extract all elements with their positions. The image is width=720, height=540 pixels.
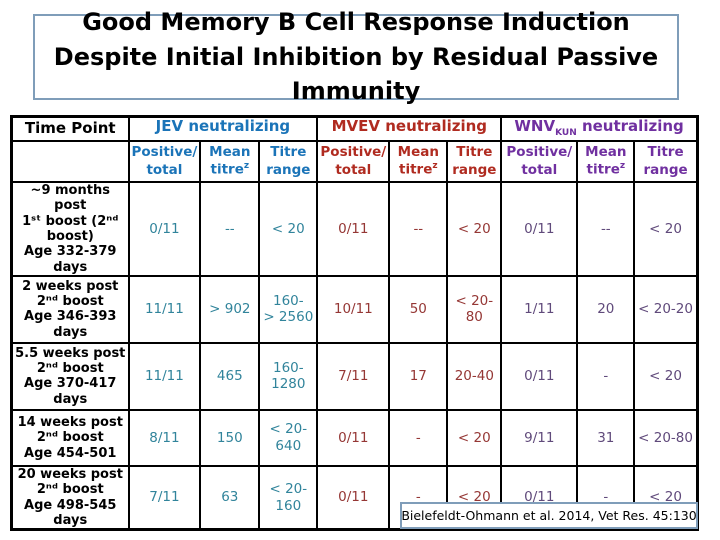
- cell-r1-wnv-mean: 20: [576, 274, 636, 344]
- cell-r2-mvev-range: 20-40: [446, 341, 503, 411]
- subheader-jev-titre-range: Titre range: [258, 140, 319, 183]
- col-group-header-wnv: WNVKUN neutralizing: [500, 115, 699, 142]
- cell-r3-jev-positive: 8/11: [127, 408, 202, 467]
- cell-r0-jev-positive: 0/11: [127, 181, 202, 277]
- timepoint-row-2: 5.5 weeks post 2ⁿᵈ boost Age 370-417 day…: [10, 341, 130, 411]
- cell-r0-wnv-range: < 20: [633, 181, 699, 277]
- cell-r4-jev-range: < 20- 160: [258, 464, 319, 531]
- col-group-header-mvev: MVEV neutralizing: [316, 115, 503, 142]
- timepoint-row-3: 14 weeks post 2ⁿᵈ boost Age 454-501: [10, 408, 130, 467]
- footnote-marker: z: [432, 161, 438, 172]
- cell-r1-wnv-positive: 1/11: [500, 274, 579, 344]
- col-header-time-point: Time Point: [10, 115, 130, 142]
- cell-r3-mvev-range: < 20: [446, 408, 503, 467]
- cell-r2-jev-range: 160- 1280: [258, 341, 319, 411]
- timepoint-row-0: ~9 months post 1ˢᵗ boost (2ⁿᵈ boost) Age…: [10, 181, 130, 277]
- cell-r3-mvev-positive: 0/11: [316, 408, 391, 467]
- subheader-mvev-positive-total: Positive/ total: [316, 140, 391, 183]
- subheader-mvev-mean-titre: Mean titrez: [388, 140, 449, 183]
- timepoint-row-1: 2 weeks post 2ⁿᵈ boost Age 346-393 days: [10, 274, 130, 344]
- col-group-header-jev: JEV neutralizing: [127, 115, 319, 142]
- cell-r4-jev-mean: 63: [199, 464, 261, 531]
- subheader-wnv-titre-range: Titre range: [633, 140, 699, 183]
- cell-r3-wnv-mean: 31: [576, 408, 636, 467]
- subheader-time-empty: [10, 140, 130, 183]
- cell-r0-wnv-positive: 0/11: [500, 181, 579, 277]
- citation-text: Bielefeldt-Ohmann et al. 2014, Vet Res. …: [401, 508, 697, 523]
- results-table: Time Point JEV neutralizing MVEV neutral…: [10, 115, 699, 532]
- citation-box: Bielefeldt-Ohmann et al. 2014, Vet Res. …: [400, 502, 698, 529]
- cell-r0-mvev-positive: 0/11: [316, 181, 391, 277]
- slide-title-box: Good Memory B Cell Response Induction De…: [33, 8, 679, 105]
- footnote-marker: z: [619, 161, 626, 172]
- cell-r3-mvev-mean: -: [388, 408, 449, 467]
- table-row: 2 weeks post 2ⁿᵈ boost Age 346-393 days …: [10, 274, 699, 344]
- wnv-kun-subscript: KUN: [555, 128, 577, 139]
- cell-r0-mvev-mean: --: [388, 181, 449, 277]
- slide-title: Good Memory B Cell Response Induction De…: [53, 7, 659, 106]
- timepoint-row-4: 20 weeks post 2ⁿᵈ boost Age 498-545 days: [10, 464, 130, 531]
- subheader-mvev-titre-range: Titre range: [446, 140, 503, 183]
- table-row: 14 weeks post 2ⁿᵈ boost Age 454-501 8/11…: [10, 408, 699, 467]
- subheader-wnv-mean-titre: Mean titrez: [576, 140, 636, 183]
- table-row: ~9 months post 1ˢᵗ boost (2ⁿᵈ boost) Age…: [10, 181, 699, 277]
- cell-r1-mvev-mean: 50: [388, 274, 449, 344]
- cell-r1-mvev-positive: 10/11: [316, 274, 391, 344]
- subheader-jev-positive-total: Positive/ total: [127, 140, 202, 183]
- cell-r3-wnv-positive: 9/11: [500, 408, 579, 467]
- cell-r4-jev-positive: 7/11: [127, 464, 202, 531]
- subheader-wnv-positive-total: Positive/ total: [500, 140, 579, 183]
- footnote-marker: z: [243, 161, 250, 172]
- cell-r2-mvev-positive: 7/11: [316, 341, 391, 411]
- cell-r3-jev-range: < 20- 640: [258, 408, 319, 467]
- cell-r0-wnv-mean: --: [576, 181, 636, 277]
- cell-r1-jev-range: 160- > 2560: [258, 274, 319, 344]
- cell-r1-jev-positive: 11/11: [127, 274, 202, 344]
- cell-r2-jev-mean: 465: [199, 341, 261, 411]
- cell-r1-mvev-range: < 20-80: [446, 274, 503, 344]
- cell-r1-jev-mean: > 902: [199, 274, 261, 344]
- cell-r3-jev-mean: 150: [199, 408, 261, 467]
- cell-r2-jev-positive: 11/11: [127, 341, 202, 411]
- cell-r3-wnv-range: < 20-80: [633, 408, 699, 467]
- cell-r0-mvev-range: < 20: [446, 181, 503, 277]
- cell-r1-wnv-range: < 20-20: [633, 274, 699, 344]
- cell-r2-wnv-mean: -: [576, 341, 636, 411]
- cell-r2-wnv-positive: 0/11: [500, 341, 579, 411]
- cell-r2-wnv-range: < 20: [633, 341, 699, 411]
- cell-r0-jev-range: < 20: [258, 181, 319, 277]
- cell-r2-mvev-mean: 17: [388, 341, 449, 411]
- cell-r0-jev-mean: --: [199, 181, 261, 277]
- subheader-jev-mean-titre: Mean titrez: [199, 140, 261, 183]
- table-row: 5.5 weeks post 2ⁿᵈ boost Age 370-417 day…: [10, 341, 699, 411]
- cell-r4-mvev-positive: 0/11: [316, 464, 391, 531]
